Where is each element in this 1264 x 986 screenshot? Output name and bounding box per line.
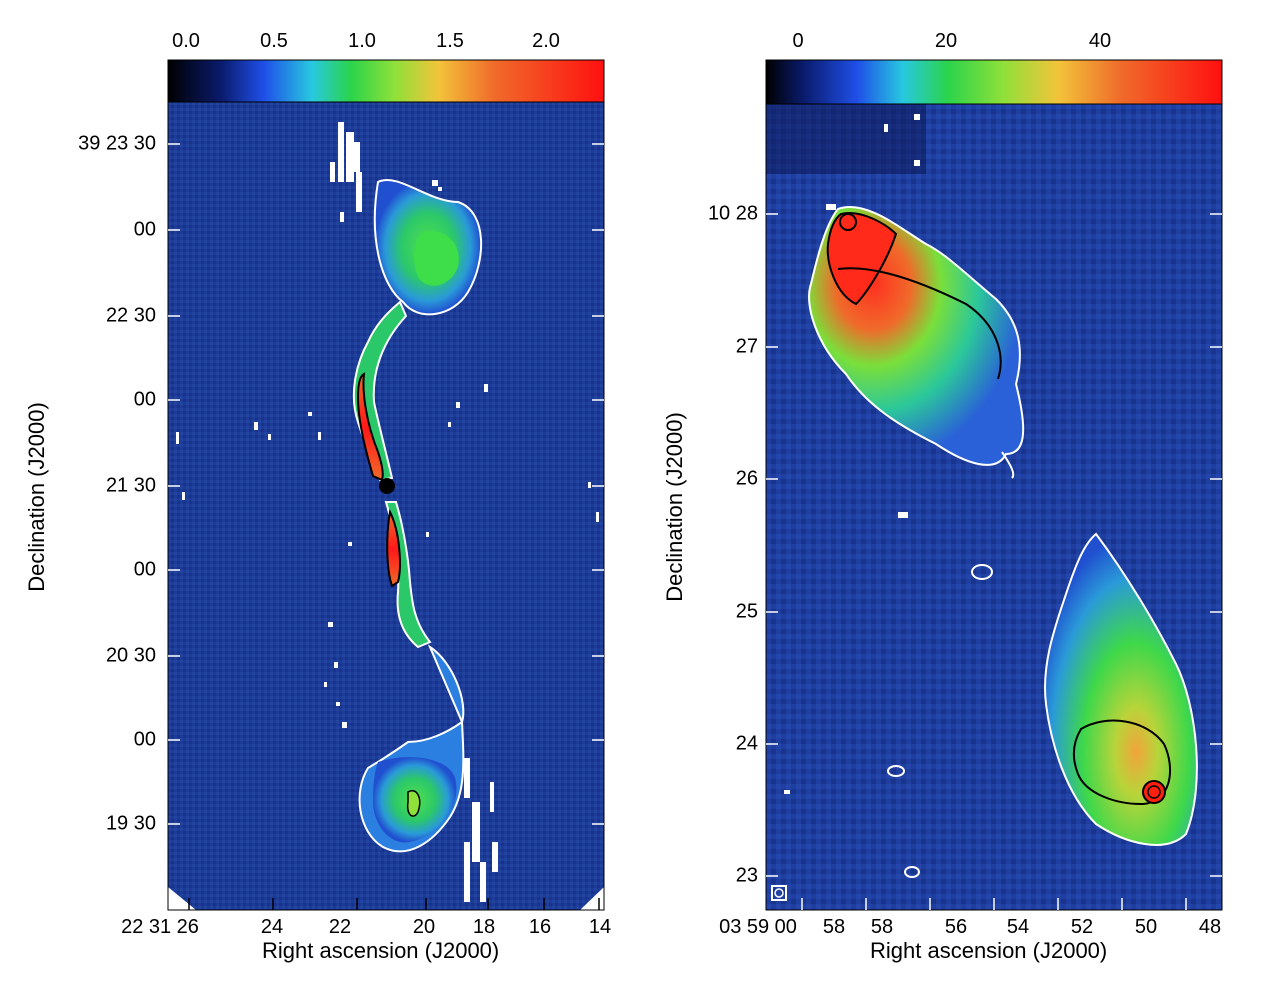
- right-x-axis-title: Right ascension (J2000): [870, 938, 1108, 963]
- left-colorbar: [167, 59, 605, 103]
- right-ytick-2: 26: [735, 467, 758, 490]
- left-ytick-1: 00: [133, 218, 156, 241]
- left-xtick-4: 18: [472, 916, 496, 938]
- left-ytick-5: 00: [133, 558, 156, 581]
- right-colorbar-tick-2: 40: [1088, 30, 1112, 52]
- right-colorbar: [765, 59, 1223, 105]
- left-colorbar-tick-3: 1.5: [436, 30, 464, 52]
- right-xtick-5: 52: [1070, 916, 1094, 938]
- left-image-panel: 0.0 0.5 1.0 1.5 2.0: [0, 0, 630, 986]
- right-xtick-0: 03 59 00: [719, 916, 797, 938]
- left-colorbar-tick-2: 1.0: [348, 30, 376, 52]
- right-ytick-1: 27: [735, 335, 758, 358]
- right-colorbar-tick-0: 0: [792, 30, 804, 52]
- left-ytick-4: 21 30: [105, 474, 156, 497]
- left-xtick-6: 14: [588, 916, 612, 938]
- right-ytick-3: 25: [735, 600, 758, 623]
- left-x-axis-title: Right ascension (J2000): [262, 938, 500, 963]
- right-axes-frame: [765, 103, 1223, 911]
- right-xtick-6: 50: [1134, 916, 1158, 938]
- right-ytick-0: 10 28: [707, 202, 758, 225]
- left-radio-image: [168, 102, 604, 910]
- right-image-panel: 0 20 40: [640, 0, 1264, 986]
- right-xtick-2: 58: [870, 916, 894, 938]
- left-xtick-5: 16: [528, 916, 552, 938]
- right-xtick-4: 54: [1006, 916, 1030, 938]
- right-ytick-4: 24: [735, 732, 758, 755]
- left-ytick-0: 39 23 30: [78, 132, 156, 155]
- left-xtick-0: 22 31 26: [121, 916, 199, 938]
- right-ytick-5: 23: [735, 864, 758, 887]
- right-xtick-1: 58: [822, 916, 846, 938]
- left-colorbar-tick-0: 0.0: [172, 30, 200, 52]
- right-colorbar-tick-1: 20: [934, 30, 958, 52]
- left-colorbar-tick-4: 2.0: [532, 30, 560, 52]
- left-ytick-3: 00: [133, 388, 156, 411]
- left-xtick-2: 22: [328, 916, 352, 938]
- left-ytick-7: 00: [133, 728, 156, 751]
- left-y-axis-title: Declination (J2000): [24, 402, 49, 592]
- left-xtick-1: 24: [260, 916, 284, 938]
- right-radio-image: [766, 104, 1222, 910]
- right-xtick-7: 48: [1198, 916, 1222, 938]
- left-ytick-8: 19 30: [105, 812, 156, 835]
- left-xtick-3: 20: [412, 916, 436, 938]
- left-ytick-6: 20 30: [105, 644, 156, 667]
- left-ytick-2: 22 30: [105, 304, 156, 327]
- right-xtick-3: 56: [944, 916, 968, 938]
- left-axes-frame: [167, 101, 605, 911]
- right-y-axis-title: Declination (J2000): [662, 412, 687, 602]
- left-colorbar-tick-1: 0.5: [260, 30, 288, 52]
